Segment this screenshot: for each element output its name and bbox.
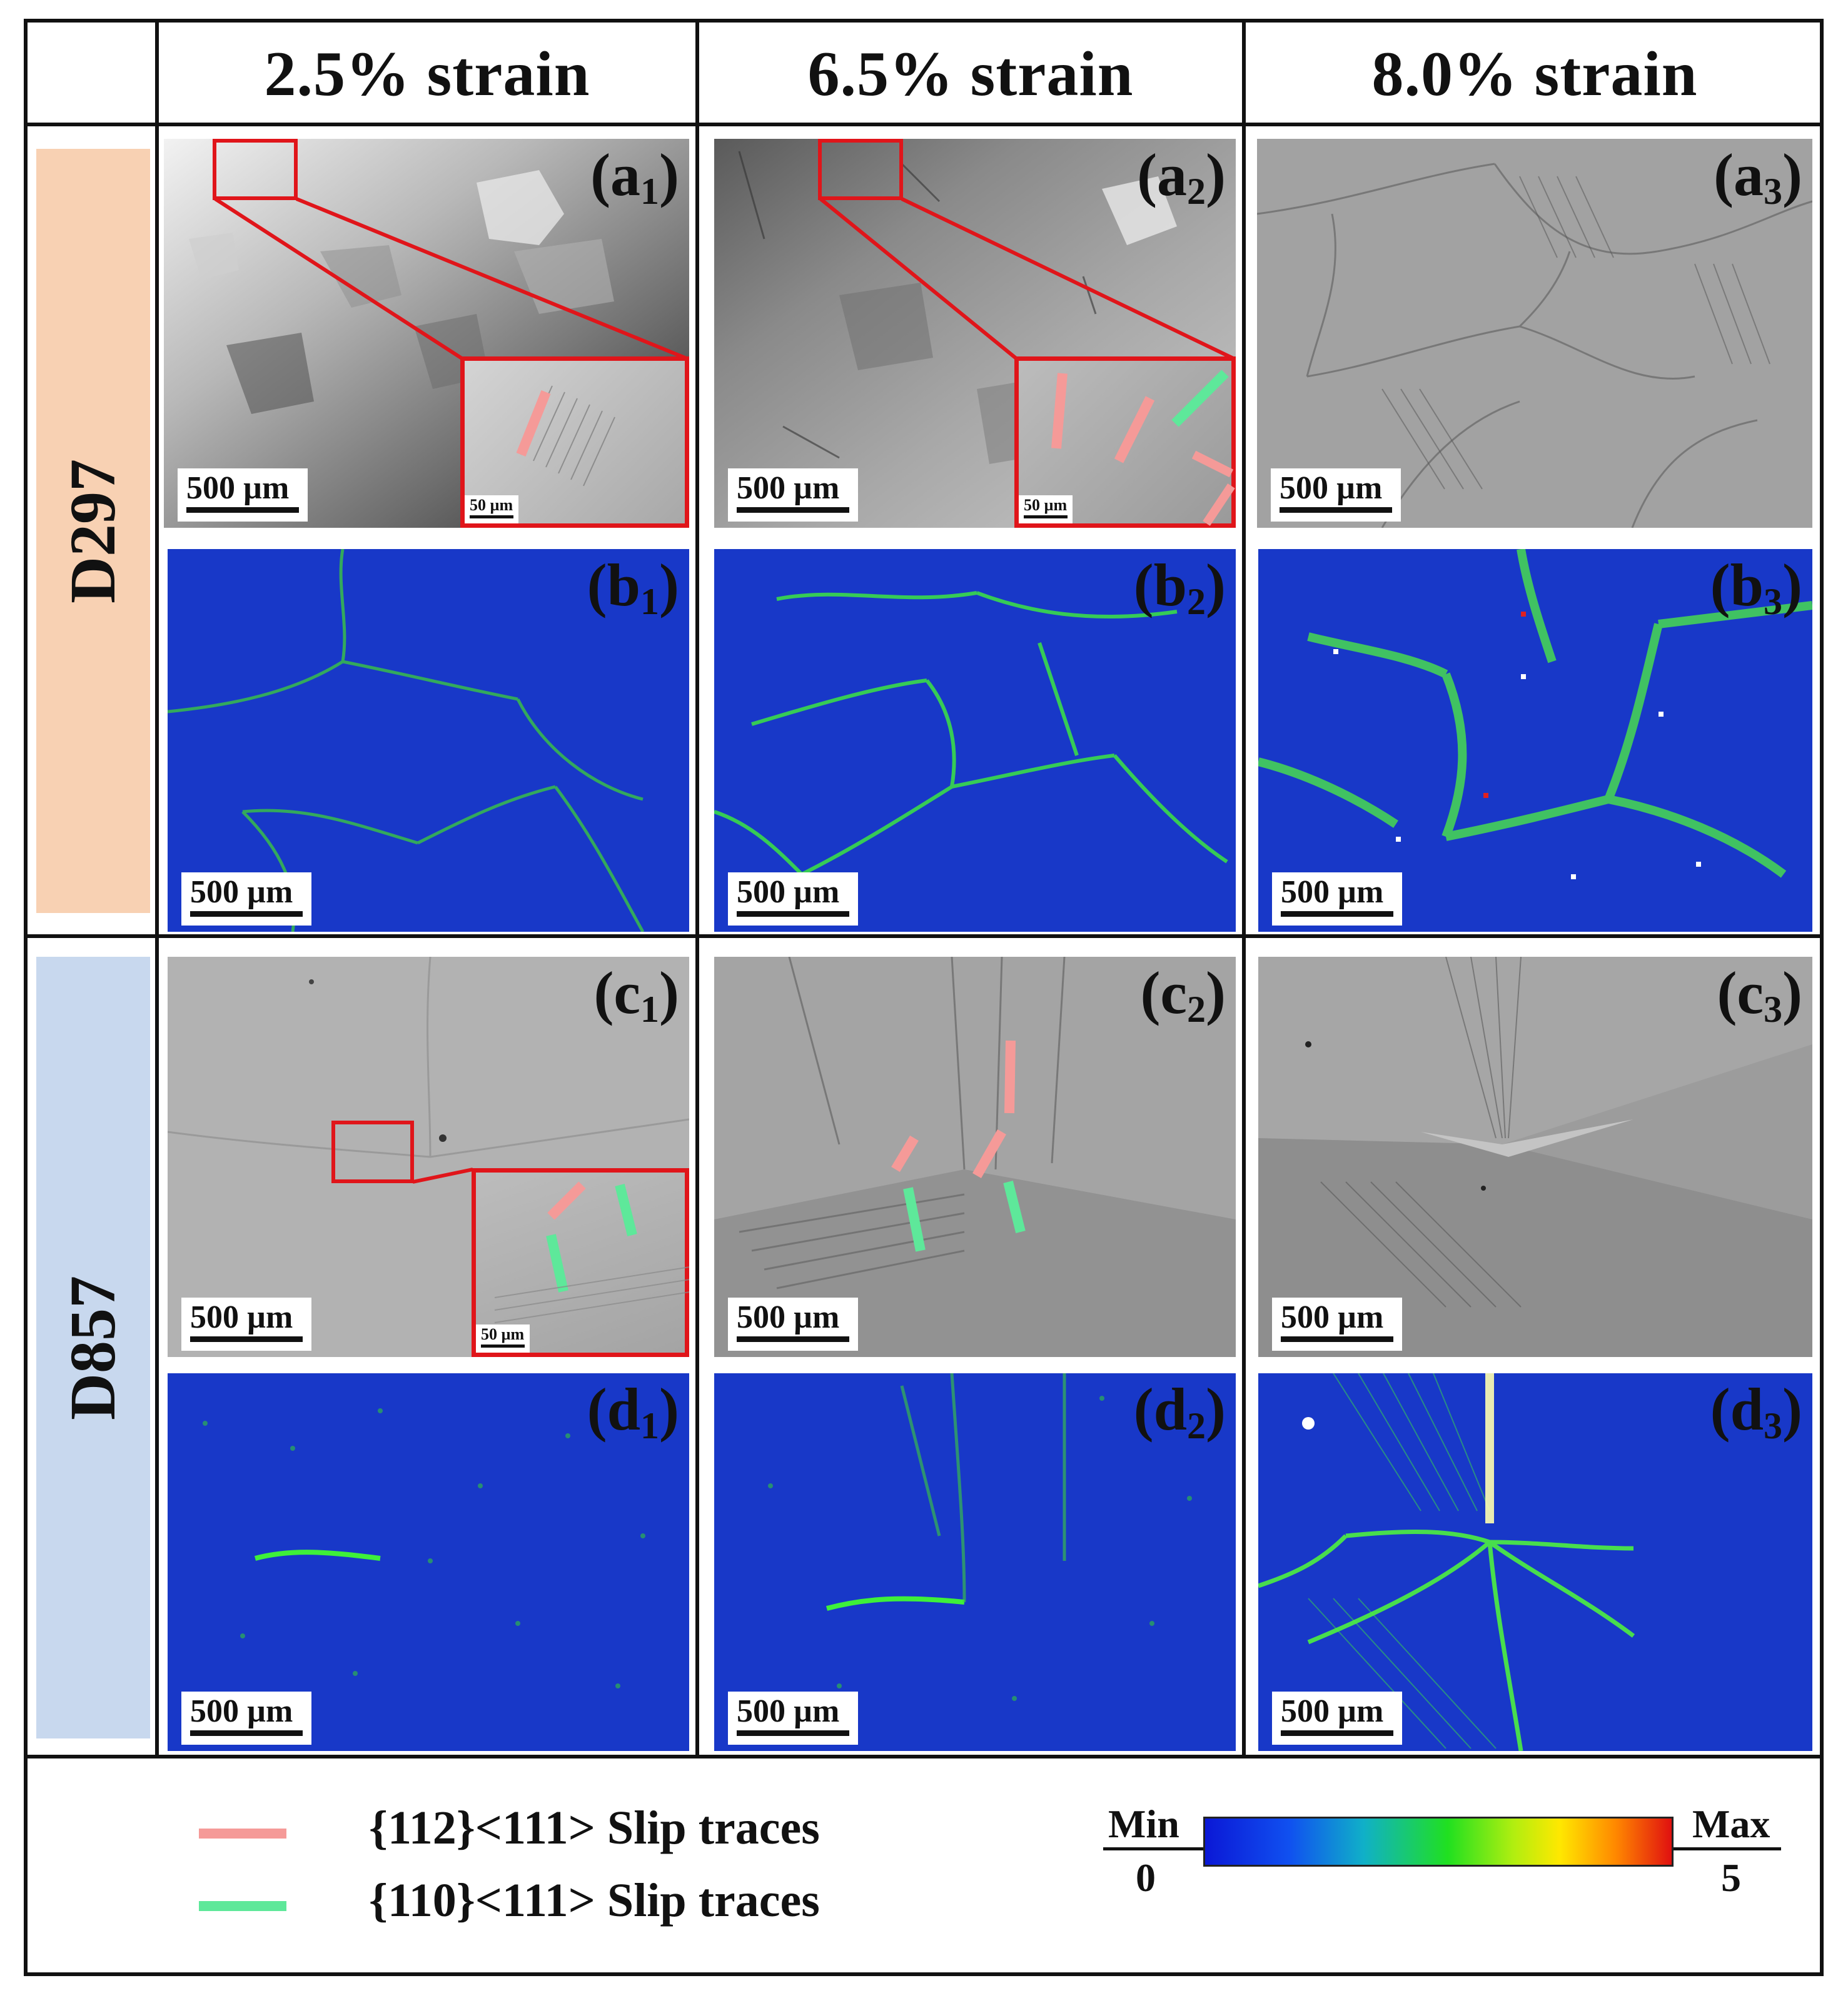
- inset-scale-bar: 50 µm: [476, 1324, 530, 1353]
- inset-scale-bar: 50 µm: [465, 495, 518, 523]
- micrograph-image: [714, 957, 1236, 1357]
- legend-label-110-slip: {110}<111> Slip traces: [369, 1874, 820, 1927]
- legend-swatch-110-slip: [199, 1901, 286, 1911]
- kam-map-image: [1258, 1373, 1635, 1751]
- scale-bar: 500 µm: [1272, 1692, 1402, 1745]
- panel-b3-kam-map: (b3) 500 µm: [1258, 549, 1812, 932]
- panel-label-c2: (c2): [1140, 959, 1226, 1030]
- panel-label-b3: (b3): [1710, 552, 1802, 622]
- zoom-connector-lines: [214, 197, 689, 361]
- scale-bar: 500 µm: [728, 1298, 858, 1351]
- colorbar-min-label: Min: [1108, 1802, 1179, 1846]
- panel-label-d1: (d1): [587, 1376, 679, 1446]
- panel-label-d3: (d3): [1710, 1376, 1802, 1446]
- grid-line: [24, 1755, 1824, 1758]
- panel-label-a3: (a3): [1714, 141, 1802, 212]
- panel-label-c1: (c1): [593, 959, 679, 1030]
- micrograph-image: [1257, 139, 1812, 528]
- legend-swatch-112-slip: [199, 1829, 286, 1839]
- kam-colorbar: [1203, 1817, 1674, 1867]
- panel-c2-sem: (c2) 500 µm: [714, 957, 1236, 1357]
- panel-b1-kam-map: (b1) 500 µm: [168, 549, 689, 932]
- legend-label-112-slip: {112}<111> Slip traces: [369, 1802, 820, 1854]
- kam-map-image: [1258, 549, 1812, 879]
- scale-bar: 500 µm: [728, 468, 858, 522]
- column-header-2: 6.5% strain: [807, 38, 1134, 109]
- scale-bar: 500 µm: [1272, 872, 1402, 926]
- panel-a2-sem: 50 µm (a2) 500 µm: [714, 139, 1236, 528]
- slip-trace-overlay: [1051, 370, 1235, 526]
- panel-d3-kam-map: (d3) 500 µm: [1258, 1373, 1812, 1751]
- column-header-3: 8.0% strain: [1371, 38, 1698, 109]
- kam-map-image: [768, 1373, 1192, 1701]
- panel-d2-kam-map: (d2) 500 µm: [714, 1373, 1236, 1751]
- slip-trace-overlay: [516, 385, 615, 487]
- scale-bar: 500 µm: [181, 1692, 311, 1745]
- zoom-inset: 50 µm: [1014, 356, 1236, 528]
- grid-line: [1242, 19, 1246, 1758]
- grid-line: [695, 19, 699, 1758]
- colorbar-max-value: 5: [1721, 1855, 1741, 1900]
- colorbar-max-rule: [1674, 1847, 1781, 1850]
- panel-label-b1: (b1): [587, 552, 679, 622]
- scale-bar: 500 µm: [728, 1692, 858, 1745]
- panel-b2-kam-map: (b2) 500 µm: [714, 549, 1236, 932]
- zoom-region-box: [818, 139, 903, 200]
- zoom-region-box: [213, 139, 298, 200]
- figure-frame: [24, 19, 1824, 1976]
- kam-map-image: [714, 591, 1228, 876]
- zoom-inset: 50 µm: [460, 356, 689, 528]
- panel-label-d2: (d2): [1133, 1376, 1226, 1446]
- row-label-d297: D297: [36, 149, 150, 913]
- zoom-connector-lines: [819, 197, 1236, 361]
- panel-a3-sem: (a3) 500 µm: [1257, 139, 1812, 528]
- panel-a1-sem: 50 µm (a1) 500 µm: [164, 139, 689, 528]
- panel-c1-sem: 50 µm (c1) 500 µm: [168, 957, 689, 1357]
- scale-bar: 500 µm: [728, 872, 858, 926]
- zoom-inset: 50 µm: [472, 1168, 689, 1357]
- inset-scale-bar: 50 µm: [1019, 495, 1073, 523]
- row-label-d857: D857: [36, 957, 150, 1738]
- panel-label-a1: (a1): [590, 141, 679, 212]
- scale-bar: 500 µm: [178, 468, 308, 522]
- colorbar-min-value: 0: [1136, 1855, 1156, 1900]
- panel-label-b2: (b2): [1133, 552, 1226, 622]
- row-label-d297-text: D297: [57, 458, 129, 603]
- scale-bar: 500 µm: [181, 1298, 311, 1351]
- zoom-connector-lines: [412, 1168, 473, 1184]
- grid-line: [24, 123, 1824, 126]
- colorbar-min-rule: [1103, 1847, 1204, 1850]
- panel-d1-kam-map: (d1) 500 µm: [168, 1373, 689, 1751]
- zoom-region-box: [331, 1121, 414, 1183]
- slip-trace-overlay: [494, 1181, 689, 1323]
- colorbar-max-label: Max: [1692, 1802, 1770, 1846]
- scale-bar: 500 µm: [1272, 1298, 1402, 1351]
- grid-line: [24, 934, 1824, 938]
- panel-label-c3: (c3): [1717, 959, 1802, 1030]
- scale-bar: 500 µm: [1271, 468, 1401, 522]
- scale-bar: 500 µm: [181, 872, 311, 926]
- column-header-1: 2.5% strain: [264, 38, 590, 109]
- grid-line: [155, 19, 159, 1758]
- row-label-d857-text: D857: [57, 1275, 129, 1420]
- panel-label-a2: (a2): [1137, 141, 1226, 212]
- panel-c3-sem: (c3) 500 µm: [1258, 957, 1812, 1357]
- kam-map-image: [168, 549, 645, 932]
- kam-map-image: [203, 1408, 645, 1713]
